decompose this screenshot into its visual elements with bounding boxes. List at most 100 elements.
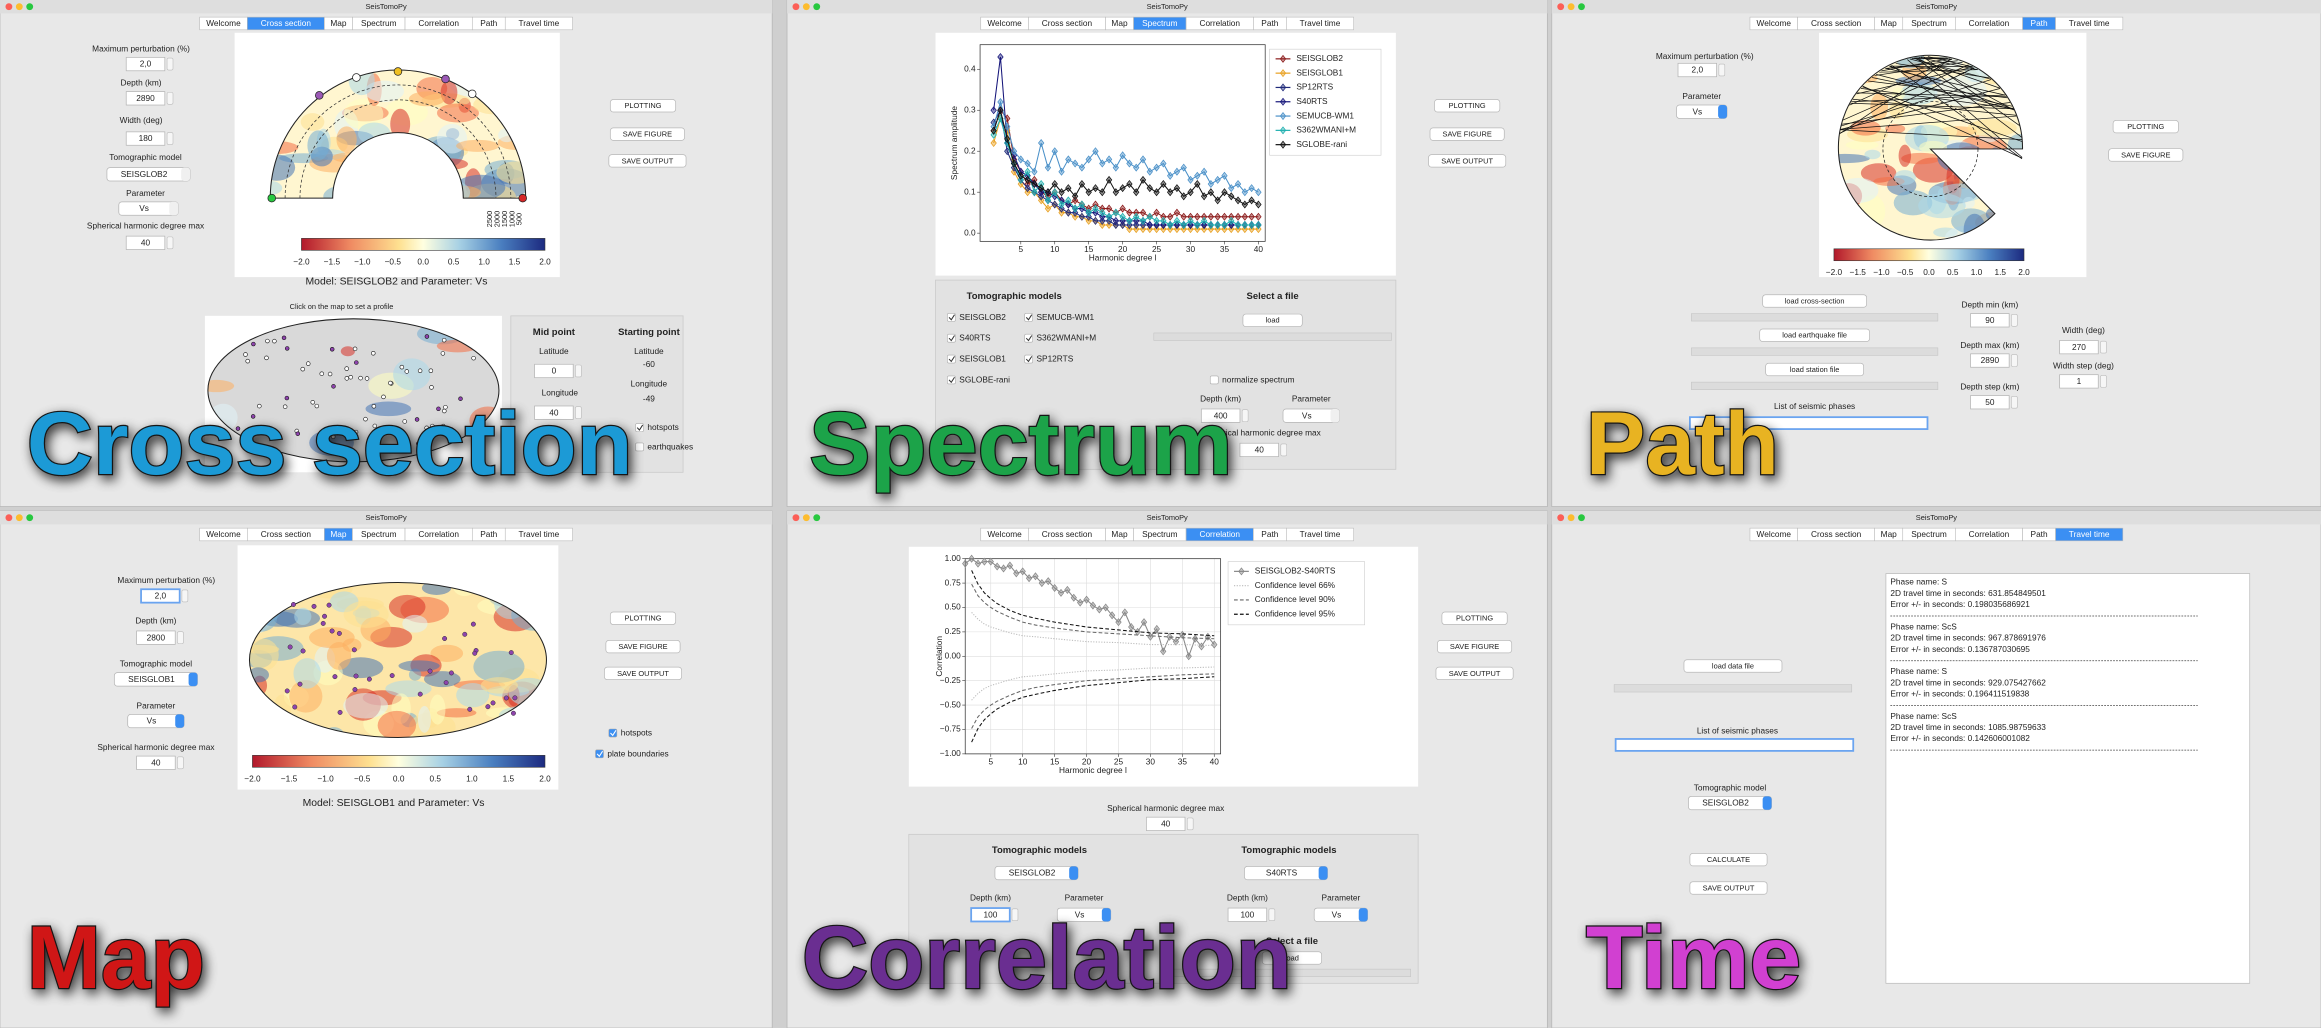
tab-label[interactable]: Map: [1881, 18, 1898, 28]
input-value[interactable]: 100: [1240, 909, 1254, 919]
tab-label[interactable]: Welcome: [206, 529, 241, 539]
checkbox-label[interactable]: earthquakes: [647, 441, 693, 451]
checkbox[interactable]: [947, 354, 956, 364]
button-label[interactable]: PLOTTING: [1449, 101, 1486, 110]
tab-label[interactable]: Spectrum: [1142, 18, 1178, 28]
input-value[interactable]: 2890: [136, 93, 155, 103]
text-input[interactable]: [125, 235, 166, 250]
tab-label[interactable]: Spectrum: [361, 529, 397, 539]
button[interactable]: [1765, 362, 1865, 377]
tab-label[interactable]: Correlation: [418, 18, 459, 28]
tab-label[interactable]: Cross section: [1811, 18, 1862, 28]
button-label[interactable]: SAVE OUTPUT: [1703, 883, 1755, 892]
button-label[interactable]: PLOTTING: [2127, 122, 2164, 131]
dropdown-value[interactable]: SEISGLOB2: [1702, 798, 1749, 808]
text-input[interactable]: [136, 755, 176, 770]
spin-box[interactable]: [177, 756, 184, 770]
tab-label[interactable]: Path: [1261, 18, 1278, 28]
spin-box[interactable]: [2011, 396, 2018, 409]
checkbox[interactable]: [947, 313, 956, 322]
tab-label[interactable]: Spectrum: [361, 18, 397, 28]
dropdown-arrow[interactable]: [1069, 866, 1079, 880]
button[interactable]: [1242, 313, 1303, 327]
spin-box[interactable]: [1280, 443, 1288, 457]
button-label[interactable]: load station file: [1790, 365, 1839, 374]
button-label[interactable]: SAVE FIGURE: [618, 642, 667, 651]
window-button[interactable]: [26, 3, 34, 11]
dropdown-arrow[interactable]: [1358, 908, 1368, 922]
dropdown-value[interactable]: Vs: [147, 716, 157, 726]
button-label[interactable]: load: [1266, 316, 1280, 325]
button-label[interactable]: SAVE OUTPUT: [617, 669, 669, 678]
checkbox[interactable]: [1024, 313, 1033, 322]
spin-box[interactable]: [1186, 817, 1194, 831]
dropdown-value[interactable]: Vs: [1692, 106, 1702, 116]
dropdown-arrow[interactable]: [175, 714, 185, 728]
dropdown-value[interactable]: SEISGLOB2: [121, 169, 168, 179]
checkbox-label[interactable]: plate boundaries: [607, 748, 668, 758]
checkbox[interactable]: [608, 728, 618, 738]
text-input[interactable]: [970, 907, 1011, 923]
window-button[interactable]: [1578, 3, 1585, 11]
tab-label[interactable]: Spectrum: [1911, 529, 1947, 539]
button[interactable]: [605, 639, 681, 654]
button[interactable]: [1434, 99, 1501, 113]
spin-box[interactable]: [1718, 63, 1726, 77]
window-button[interactable]: [802, 3, 810, 11]
window-button[interactable]: [792, 3, 800, 11]
text-input[interactable]: [1970, 353, 2010, 368]
spin-box[interactable]: [2100, 340, 2107, 354]
text-input[interactable]: [140, 588, 181, 604]
tab-label[interactable]: Cross section: [1042, 529, 1093, 539]
button-label[interactable]: PLOTTING: [624, 101, 661, 110]
text-field[interactable]: [1688, 416, 1929, 430]
checkbox[interactable]: [1209, 375, 1219, 385]
tab[interactable]: [1286, 16, 1354, 31]
button-label[interactable]: SAVE FIGURE: [623, 129, 672, 138]
text-input[interactable]: [125, 56, 166, 72]
checkbox[interactable]: [635, 442, 644, 452]
button[interactable]: [604, 666, 682, 681]
tab-label[interactable]: Path: [2031, 18, 2048, 28]
input-value[interactable]: 90: [1985, 315, 1995, 325]
window-button[interactable]: [1578, 514, 1585, 522]
tab-label[interactable]: Correlation: [1199, 529, 1240, 539]
tab-label[interactable]: Path: [1261, 529, 1278, 539]
dropdown-arrow[interactable]: [1718, 105, 1728, 119]
spin-box[interactable]: [1011, 908, 1019, 922]
button-label[interactable]: PLOTTING: [624, 614, 661, 623]
checkbox[interactable]: [947, 333, 956, 343]
tab-label[interactable]: Travel time: [519, 18, 560, 28]
checkbox[interactable]: [595, 749, 604, 759]
input-value[interactable]: 2,0: [155, 591, 167, 601]
window-button[interactable]: [792, 514, 800, 522]
window-button[interactable]: [1567, 514, 1575, 522]
checkbox-label[interactable]: hotspots: [647, 422, 678, 432]
spin-box[interactable]: [166, 236, 174, 250]
button[interactable]: [1261, 951, 1322, 965]
input-value[interactable]: 2,0: [140, 59, 152, 69]
spin-box[interactable]: [2011, 354, 2018, 367]
dropdown-value[interactable]: Vs: [1302, 410, 1312, 420]
tab-label[interactable]: Cross section: [1811, 529, 1862, 539]
input-value[interactable]: 0: [552, 366, 557, 376]
tab-label[interactable]: Cross section: [1042, 18, 1093, 28]
checkbox-label[interactable]: SEISGLOB1: [959, 354, 1006, 364]
text-input[interactable]: [125, 91, 166, 106]
tab-label[interactable]: Map: [1111, 18, 1128, 28]
input-value[interactable]: 40: [1255, 445, 1265, 455]
input-value[interactable]: 40: [151, 757, 161, 767]
button[interactable]: [1429, 127, 1505, 141]
checkbox-label[interactable]: SEMUCB-WM1: [1037, 312, 1095, 322]
spin-box[interactable]: [2011, 314, 2018, 327]
checkbox-label[interactable]: S362WMANI+M: [1037, 333, 1097, 343]
tab-label[interactable]: Path: [480, 18, 497, 28]
spin-box[interactable]: [166, 92, 174, 105]
window-button[interactable]: [1567, 3, 1575, 11]
button-label[interactable]: load earthquake file: [1782, 331, 1847, 340]
button[interactable]: [2108, 148, 2184, 162]
checkbox-label[interactable]: hotspots: [621, 728, 652, 738]
text-input[interactable]: [1970, 313, 2010, 328]
button-label[interactable]: SAVE OUTPUT: [622, 156, 674, 165]
button[interactable]: [1689, 881, 1768, 895]
